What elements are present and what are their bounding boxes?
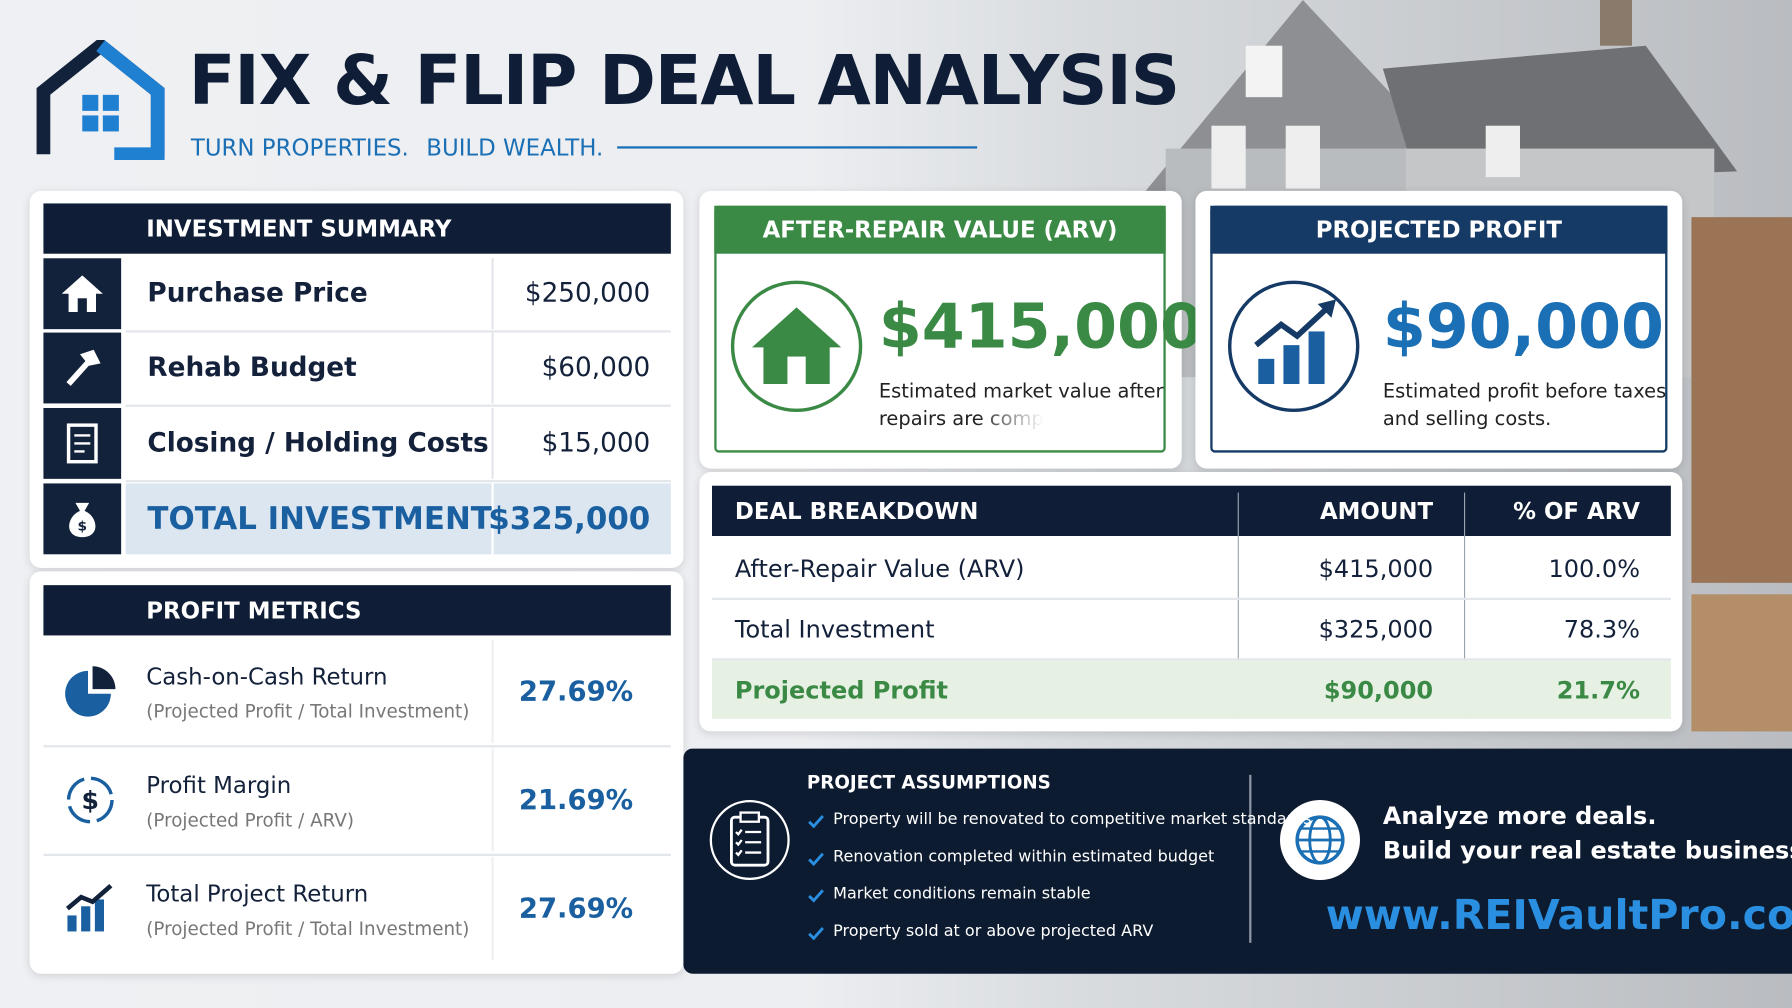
table-cell: 100.0% xyxy=(1548,554,1640,583)
row-divider xyxy=(43,745,671,748)
row-divider xyxy=(43,853,671,856)
house-icon xyxy=(730,280,863,412)
description: Estimated profit before taxes xyxy=(1382,380,1667,404)
metric-icon xyxy=(63,881,118,936)
section-header: INVESTMENT SUMMARY xyxy=(43,203,671,254)
col-divider xyxy=(491,407,494,479)
total-row-bg xyxy=(125,483,671,555)
check-icon xyxy=(807,813,825,831)
arv-value: $415,000 xyxy=(878,290,1203,363)
card-header: AFTER-REPAIR VALUE (ARV) xyxy=(714,205,1166,254)
row-icon: $ xyxy=(43,483,122,555)
summary-value: $60,000 xyxy=(541,353,651,383)
col-divider xyxy=(491,483,494,555)
summary-label: Rehab Budget xyxy=(147,353,357,383)
description: and selling costs. xyxy=(1382,407,1552,431)
assumption-item: Market conditions remain stable xyxy=(833,884,1091,903)
divider xyxy=(1249,774,1252,943)
cta-text: Build your real estate business. xyxy=(1382,836,1792,864)
summary-label: Closing / Holding Costs xyxy=(147,428,489,459)
metric-value: 27.69% xyxy=(518,675,634,708)
profit-value: $90,000 xyxy=(1382,290,1664,363)
section-title: PROJECT ASSUMPTIONS xyxy=(806,771,1051,794)
table-cell: $90,000 xyxy=(1323,675,1434,704)
metrics-card xyxy=(29,571,684,974)
table-cell: Projected Profit xyxy=(734,675,948,704)
clipboard-icon xyxy=(709,799,790,880)
metric-label: Profit Margin xyxy=(146,771,292,799)
col-divider xyxy=(1237,492,1239,719)
svg-text:$: $ xyxy=(82,786,99,815)
description: repairs are comp xyxy=(878,407,1044,431)
table-header-cell: DEAL BREAKDOWN xyxy=(734,497,979,525)
summary-value: $15,000 xyxy=(541,428,651,459)
metric-value: 21.69% xyxy=(518,783,634,816)
website-link[interactable]: www.REIVaultPro.com xyxy=(1325,892,1792,940)
col-divider xyxy=(491,748,494,852)
cta-text: Analyze more deals. xyxy=(1382,802,1657,830)
check-icon xyxy=(807,850,825,868)
table-header-cell: % OF ARV xyxy=(1513,497,1640,525)
summary-label: TOTAL INVESTMENT xyxy=(147,501,492,537)
tagline: BUILD WEALTH. xyxy=(426,133,604,162)
metric-icon: $ xyxy=(63,773,118,828)
col-divider xyxy=(491,332,494,404)
description: Estimated market value after xyxy=(878,380,1164,404)
divider xyxy=(617,146,978,149)
table-cell: $325,000 xyxy=(1318,615,1434,643)
table-header-cell: AMOUNT xyxy=(1319,497,1434,525)
check-icon xyxy=(807,925,825,943)
assumption-item: Property will be renovated to competitiv… xyxy=(833,810,1312,829)
col-divider xyxy=(1463,492,1466,719)
assumption-item: Property sold at or above projected ARV xyxy=(833,922,1154,941)
assumptions-panel xyxy=(683,748,1792,974)
summary-value: $250,000 xyxy=(524,278,651,309)
card-header: PROJECTED PROFIT xyxy=(1210,205,1668,254)
house-photo xyxy=(1142,0,1792,732)
metric-value: 27.69% xyxy=(518,892,634,925)
col-divider xyxy=(491,639,494,743)
table-cell: After-Repair Value (ARV) xyxy=(734,554,1025,583)
section-header: PROFIT METRICS xyxy=(43,585,671,636)
row-divider xyxy=(125,479,671,483)
page-title: FIX & FLIP DEAL ANALYSIS xyxy=(188,41,1181,122)
table-cell: $415,000 xyxy=(1318,554,1434,583)
row-icon xyxy=(43,258,122,330)
metric-formula: (Projected Profit / Total Investment) xyxy=(146,917,470,940)
col-divider xyxy=(491,857,494,960)
summary-label: Purchase Price xyxy=(147,278,368,309)
svg-text:$: $ xyxy=(78,518,88,534)
check-icon xyxy=(807,887,825,905)
metric-formula: (Projected Profit / ARV) xyxy=(146,809,354,831)
summary-value: $325,000 xyxy=(488,501,651,537)
logo-icon xyxy=(36,39,165,160)
metric-formula: (Projected Profit / Total Investment) xyxy=(146,700,470,723)
table-cell: Total Investment xyxy=(734,615,935,643)
metric-icon xyxy=(63,664,118,719)
table-cell: 78.3% xyxy=(1563,615,1640,643)
metric-label: Cash-on-Cash Return xyxy=(146,662,388,691)
table-header xyxy=(711,485,1671,536)
highlight-row xyxy=(711,660,1671,719)
tagline: TURN PROPERTIES. xyxy=(190,133,409,162)
row-divider xyxy=(125,330,671,333)
row-divider xyxy=(711,658,1671,661)
chart-icon xyxy=(1227,280,1360,412)
row-divider xyxy=(125,404,671,407)
col-divider xyxy=(491,258,494,330)
table-cell: 21.7% xyxy=(1556,675,1640,704)
row-divider xyxy=(711,597,1671,600)
assumption-item: Renovation completed within estimated bu… xyxy=(833,847,1215,867)
globe-icon xyxy=(1279,799,1360,880)
row-icon xyxy=(43,407,122,479)
metric-label: Total Project Return xyxy=(146,879,369,908)
row-icon xyxy=(43,332,122,404)
